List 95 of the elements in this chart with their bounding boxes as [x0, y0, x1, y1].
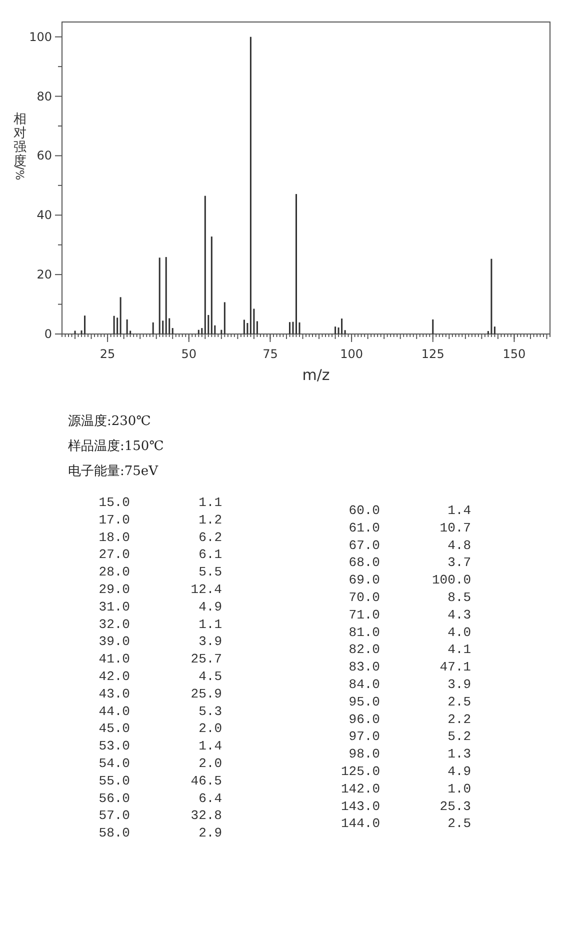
text: 1.0: [448, 781, 471, 796]
text: 4.9: [448, 764, 471, 779]
text: 41.0: [98, 652, 130, 667]
text: 98.0: [348, 746, 380, 762]
text: 6.2: [198, 530, 222, 545]
y-tick-label: 100: [29, 30, 52, 44]
text: 29.0: [98, 582, 130, 597]
text: 57.0: [98, 808, 130, 824]
text: 71.0: [348, 607, 380, 622]
text: 电子能量:75eV: [68, 464, 159, 479]
text: 4.8: [448, 538, 471, 553]
text: 2.9: [198, 826, 222, 841]
y-tick-label: 20: [36, 268, 52, 282]
text: 源温度:230℃: [68, 413, 151, 429]
text: 1.2: [198, 512, 222, 528]
text: 12.4: [190, 582, 222, 597]
text: 3.9: [448, 677, 471, 692]
x-tick-label: 150: [502, 347, 526, 361]
text: 2.2: [448, 712, 471, 727]
text: 58.0: [98, 826, 130, 841]
text: 61.0: [348, 520, 380, 536]
text: 32.8: [190, 808, 222, 824]
text: 3.7: [448, 555, 471, 570]
text: 44.0: [98, 704, 130, 719]
text: 100.0: [432, 572, 471, 588]
text: 54.0: [98, 756, 130, 771]
text: 70.0: [348, 590, 380, 605]
text: 2.0: [198, 721, 222, 736]
y-tick-label: 60: [36, 148, 52, 163]
text: 6.1: [198, 547, 222, 562]
x-tick-label: 100: [340, 347, 363, 361]
text: 4.1: [448, 642, 472, 658]
text: 39.0: [98, 634, 130, 650]
text: 10.7: [440, 520, 471, 536]
text: 53.0: [98, 738, 130, 754]
text: 82.0: [348, 642, 380, 658]
text: 1.4: [448, 503, 472, 518]
text: 83.0: [348, 660, 380, 675]
text: 125.0: [340, 764, 380, 779]
y-tick-label: 0: [44, 327, 52, 341]
x-tick-label: 75: [262, 347, 278, 361]
text: 28.0: [98, 564, 130, 580]
text: 142.0: [340, 781, 380, 796]
x-tick-label: 125: [421, 347, 444, 361]
text: 56.0: [98, 790, 130, 806]
text: 47.1: [440, 660, 472, 675]
text: 3.9: [198, 634, 222, 650]
text: 69.0: [348, 572, 380, 588]
text: 5.3: [198, 704, 222, 719]
text: 25.9: [190, 686, 222, 702]
text: 45.0: [98, 721, 130, 736]
text: 17.0: [98, 512, 130, 528]
text: 143.0: [340, 798, 380, 814]
x-tick-label: 25: [100, 347, 116, 361]
text: 68.0: [348, 555, 380, 570]
y-axis-title: 相对强度/%: [13, 112, 26, 180]
text: 2.5: [448, 816, 471, 832]
text: 1.1: [198, 495, 222, 510]
text: 1.4: [198, 738, 222, 754]
text: 67.0: [348, 538, 380, 553]
text: 25.7: [190, 652, 222, 667]
text: 97.0: [348, 729, 380, 744]
text: 43.0: [98, 686, 130, 702]
text: 81.0: [348, 624, 380, 640]
text: 60.0: [348, 503, 380, 518]
text: 8.5: [448, 590, 471, 605]
text: 31.0: [98, 599, 130, 614]
text: 4.0: [448, 624, 471, 640]
y-tick-label: 80: [36, 89, 52, 104]
text: 5.5: [198, 564, 222, 580]
x-tick-label: 50: [181, 347, 197, 361]
text: 18.0: [98, 530, 130, 545]
text: 27.0: [98, 547, 130, 562]
text: 5.2: [448, 729, 471, 744]
text: 25.3: [440, 798, 471, 814]
text: 96.0: [348, 712, 380, 727]
text: 4.5: [198, 669, 222, 684]
text: 样品温度:150℃: [68, 438, 164, 454]
text: 95.0: [348, 694, 380, 710]
text: 32.0: [98, 616, 130, 632]
text: 4.3: [448, 607, 471, 622]
text: 46.5: [190, 773, 222, 788]
text: 144.0: [340, 816, 380, 832]
text: 15.0: [98, 495, 130, 510]
text: 55.0: [98, 773, 130, 788]
text: 1.1: [198, 616, 222, 632]
text: 4.9: [198, 599, 222, 614]
text: 2.0: [198, 756, 222, 771]
text: 6.4: [198, 790, 222, 806]
x-axis-title: m/z: [302, 366, 330, 384]
text: 42.0: [98, 669, 130, 684]
y-tick-label: 40: [36, 208, 52, 222]
text: 2.5: [448, 694, 471, 710]
text: 1.3: [448, 746, 471, 762]
text: 84.0: [348, 677, 380, 692]
